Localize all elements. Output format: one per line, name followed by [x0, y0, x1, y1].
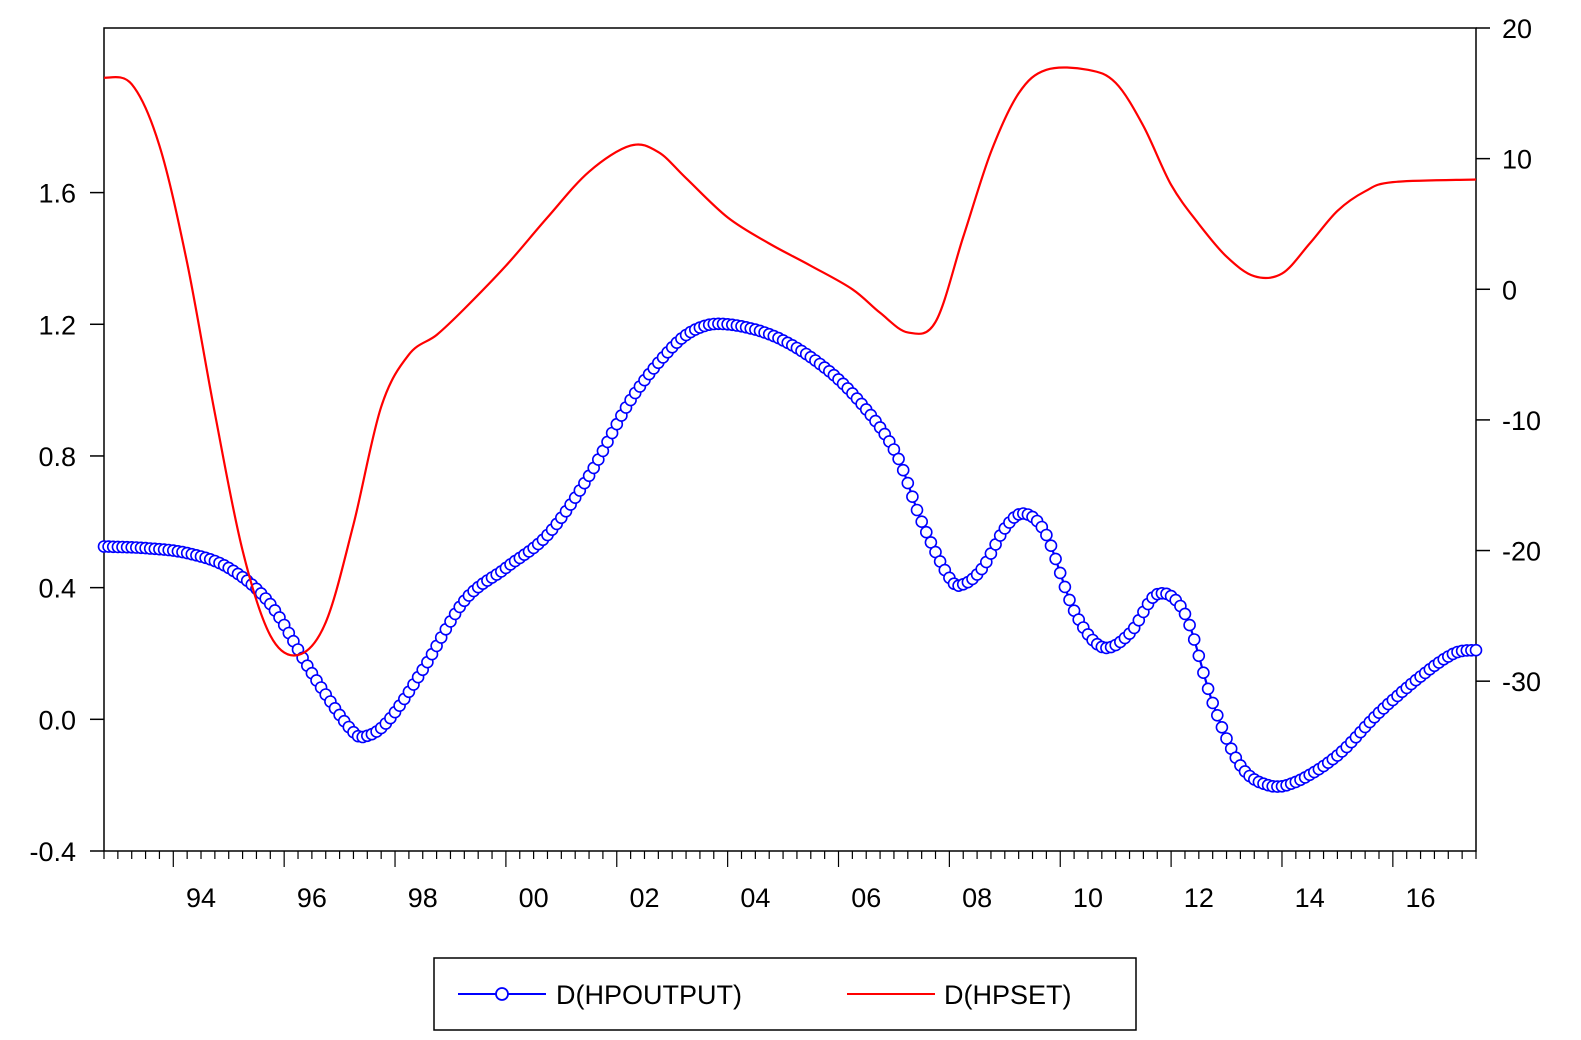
- x-tick-label: 10: [1073, 883, 1103, 913]
- x-tick-label: 02: [629, 883, 659, 913]
- y-right-tick-label: 0: [1502, 275, 1517, 305]
- x-tick-label: 16: [1406, 883, 1436, 913]
- legend-marker-hpoutput: [495, 987, 509, 1001]
- legend: D(HPOUTPUT) D(HPSET): [433, 957, 1137, 1031]
- series-point-d-hpoutput: [896, 463, 910, 477]
- series-point-d-hpoutput: [1187, 633, 1201, 646]
- y-right-tick-label: 20: [1502, 14, 1532, 44]
- series-point-d-hpoutput: [1053, 566, 1067, 580]
- series-point-d-hpoutput: [1201, 682, 1215, 696]
- series-point-d-hpoutput: [910, 503, 924, 517]
- series-point-d-hpoutput: [1197, 666, 1210, 680]
- series-point-d-hpoutput: [1469, 643, 1483, 657]
- x-tick-label: 04: [740, 883, 770, 913]
- x-tick-label: 14: [1295, 883, 1325, 913]
- y-right-tick-label: 10: [1502, 145, 1532, 175]
- series-point-d-hpoutput: [892, 452, 905, 466]
- x-tick-label: 06: [851, 883, 881, 913]
- x-tick-label: 96: [297, 883, 327, 913]
- y-right-tick-label: -10: [1502, 406, 1541, 436]
- x-tick-label: 12: [1184, 883, 1214, 913]
- series-point-d-hpoutput: [919, 525, 933, 539]
- series-point-d-hpoutput: [1044, 539, 1058, 553]
- series-point-d-hpoutput: [906, 490, 919, 504]
- y-left-tick-label: 0.0: [38, 705, 76, 735]
- series-point-d-hpoutput: [1206, 696, 1219, 710]
- plot-frame: [103, 27, 1477, 852]
- series-point-d-hpoutput: [1215, 720, 1229, 734]
- y-left-tick-label: 1.6: [38, 179, 76, 209]
- series-point-d-hpoutput: [915, 515, 929, 529]
- y-left-tick-label: 0.4: [38, 574, 76, 604]
- series-point-d-hpoutput: [901, 476, 915, 490]
- series-point-d-hpoutput: [1192, 649, 1206, 663]
- y-right-tick-label: -30: [1502, 667, 1541, 697]
- y-right-tick-label: -20: [1502, 537, 1541, 567]
- series-point-d-hpoutput: [1220, 732, 1233, 745]
- series-point-d-hpoutput: [1211, 708, 1224, 722]
- legend-box: [433, 957, 1137, 1031]
- y-left-tick-label: 1.2: [38, 310, 76, 340]
- x-tick-label: 98: [408, 883, 438, 913]
- x-tick-label: 08: [962, 883, 992, 913]
- legend-label-hpoutput: D(HPOUTPUT): [556, 980, 742, 1010]
- series-line-d-hpoutput: [103, 322, 1477, 788]
- series-point-d-hpoutput: [1040, 528, 1053, 542]
- y-left-tick-label: -0.4: [29, 837, 76, 867]
- x-tick-label: 00: [519, 883, 549, 913]
- legend-label-hpset: D(HPSET): [944, 980, 1072, 1010]
- series-point-d-hpoutput: [1178, 607, 1192, 621]
- series-point-d-hpoutput: [1183, 618, 1196, 632]
- series-line-d-hpset: [103, 66, 1477, 657]
- y-left-tick-label: 0.8: [38, 442, 76, 472]
- axes-layer: -0.4 0.0 0.4 0.8 1.2 1.6 -30 -20 -10 0 10 20 94 96 98 0…: [29, 14, 1541, 913]
- series-layer: [97, 66, 1483, 793]
- series-point-d-hpoutput: [1063, 593, 1076, 607]
- series-point-d-hpoutput: [1049, 552, 1062, 566]
- series-point-d-hpoutput: [1058, 580, 1072, 594]
- x-tick-label: 94: [186, 883, 216, 913]
